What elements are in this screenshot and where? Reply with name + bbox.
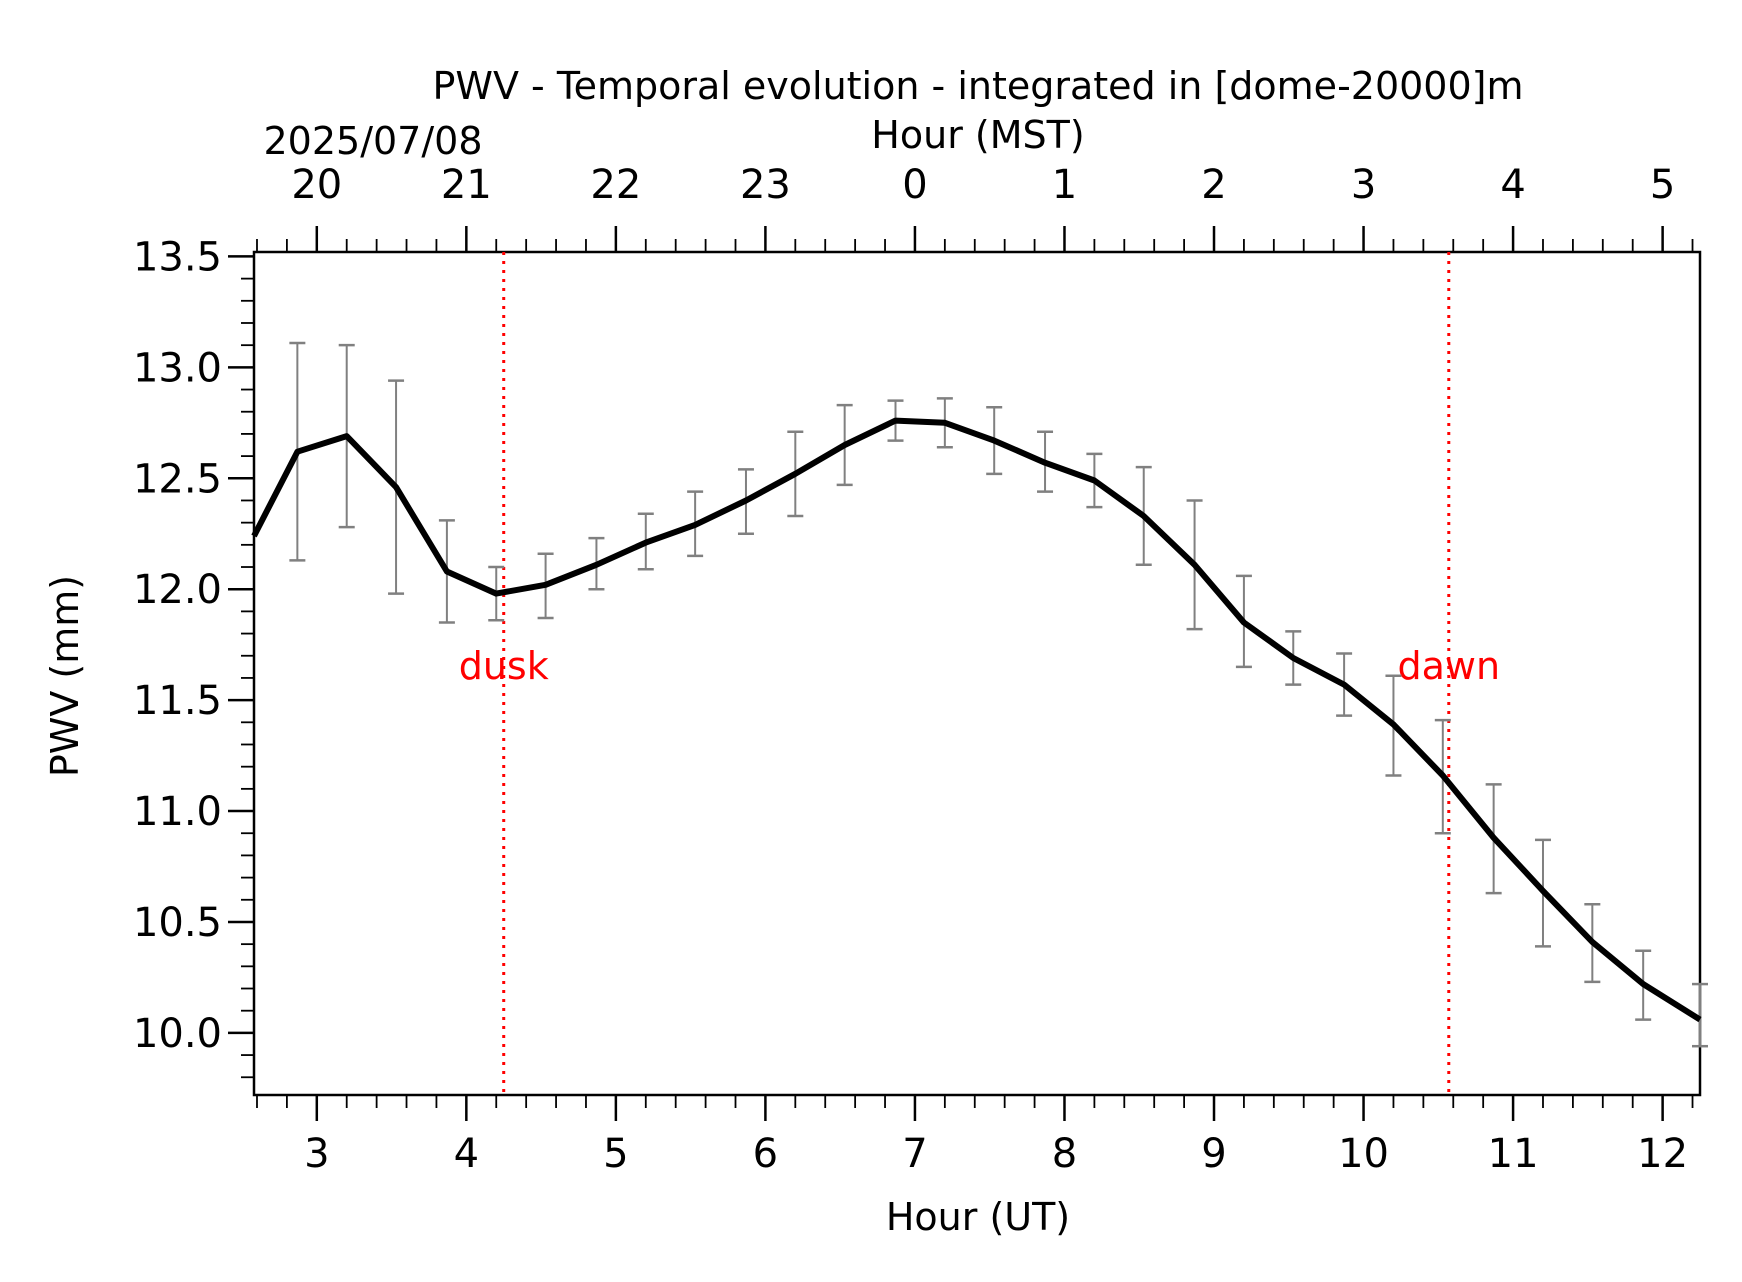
top-axis-date: 2025/07/08: [263, 119, 482, 163]
y-tick-label: 10.5: [133, 900, 222, 946]
top-tick-label: 20: [291, 162, 342, 208]
x-tick-label: 7: [902, 1131, 927, 1177]
x-axis-label: Hour (UT): [886, 1195, 1070, 1239]
x-tick-label: 5: [603, 1131, 628, 1177]
y-tick-label: 13.0: [133, 345, 222, 391]
top-tick-label: 5: [1650, 162, 1675, 208]
y-tick-label: 11.5: [133, 678, 222, 724]
x-tick-label: 8: [1052, 1131, 1077, 1177]
pwv-series-line: [251, 417, 1702, 1023]
dusk-label: dusk: [459, 644, 549, 688]
top-tick-label: 23: [740, 162, 791, 208]
plot-area: 10.0 10.5 11.0 11.5 12.0 12.5 13.0 13.5 3 4 5 6 7 8 9 1…: [133, 162, 1708, 1177]
dawn-label: dawn: [1397, 644, 1500, 688]
top-tick-label: 2: [1201, 162, 1226, 208]
plot-frame: [252, 250, 1702, 1097]
top-tick-label: 0: [902, 162, 927, 208]
x-tick-label: 9: [1201, 1131, 1226, 1177]
x-tick-label: 3: [304, 1131, 329, 1177]
y-tick-label: 12.5: [133, 456, 222, 502]
x-tick-label: 4: [454, 1131, 479, 1177]
top-tick-label: 3: [1351, 162, 1376, 208]
chart-title: PWV - Temporal evolution - integrated in…: [432, 64, 1523, 108]
y-tick-label: 10.0: [133, 1011, 222, 1057]
y-tick-label: 12.0: [133, 567, 222, 613]
x-tick-label: 11: [1488, 1131, 1539, 1177]
top-axis-label: Hour (MST): [871, 113, 1084, 157]
y-axis-label: PWV (mm): [43, 575, 87, 777]
x-tick-label: 10: [1338, 1131, 1389, 1177]
top-tick-label: 4: [1500, 162, 1525, 208]
x-tick-label: 12: [1637, 1131, 1688, 1177]
x-tick-label: 6: [753, 1131, 778, 1177]
y-tick-label: 13.5: [133, 234, 222, 280]
top-tick-label: 1: [1052, 162, 1077, 208]
top-tick-label: 21: [441, 162, 492, 208]
y-tick-label: 11.0: [133, 789, 222, 835]
top-tick-label: 22: [590, 162, 641, 208]
